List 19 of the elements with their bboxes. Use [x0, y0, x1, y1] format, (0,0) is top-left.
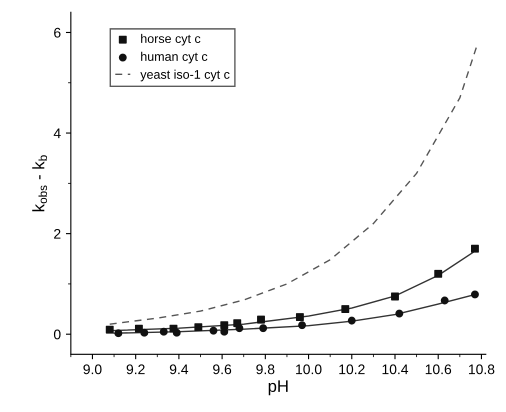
y-axis-title: k$_{obs}$ - k$_{b}$ [32, 155, 48, 212]
x-tick-label: 9.8 [256, 364, 274, 374]
x-tick-label: 10.8 [468, 364, 494, 374]
x-tick-label: 10.0 [296, 364, 322, 374]
x-tick-label: 10.4 [382, 364, 408, 374]
x-tick-label: 9.2 [126, 364, 145, 374]
x-tick-label: 10.6 [426, 364, 452, 374]
y-tick-label: 6 [54, 28, 61, 38]
legend-label: horse cyt c [141, 34, 200, 46]
x-tick-label: 9.4 [170, 364, 188, 374]
x-tick-label: 9.0 [83, 364, 102, 374]
x-tick-label: 10.2 [339, 364, 365, 374]
y-tick-label: 0 [54, 330, 61, 340]
y-tick-label: 4 [54, 128, 61, 138]
x-axis-title: pH [268, 380, 288, 396]
y-tick-label: 2 [54, 228, 60, 239]
x-tick-label: 9.6 [213, 364, 232, 374]
legend-label: human cyt c [141, 52, 208, 64]
legend-label: yeast iso-1 cyt c [140, 70, 230, 82]
